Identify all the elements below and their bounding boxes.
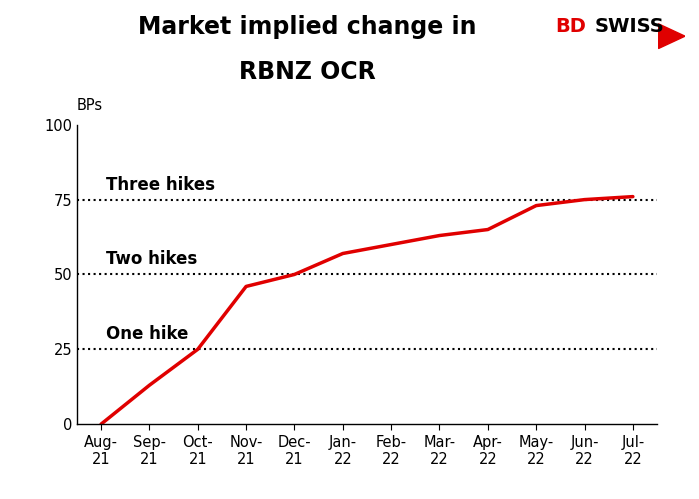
Text: Two hikes: Two hikes xyxy=(106,250,197,268)
Text: Three hikes: Three hikes xyxy=(106,176,215,194)
Text: SWISS: SWISS xyxy=(594,17,664,36)
Text: RBNZ OCR: RBNZ OCR xyxy=(239,60,376,84)
Text: BPs: BPs xyxy=(77,98,103,113)
Text: One hike: One hike xyxy=(106,325,188,343)
Polygon shape xyxy=(658,24,685,48)
Text: Market implied change in: Market implied change in xyxy=(138,15,477,39)
Text: BD: BD xyxy=(556,17,586,36)
